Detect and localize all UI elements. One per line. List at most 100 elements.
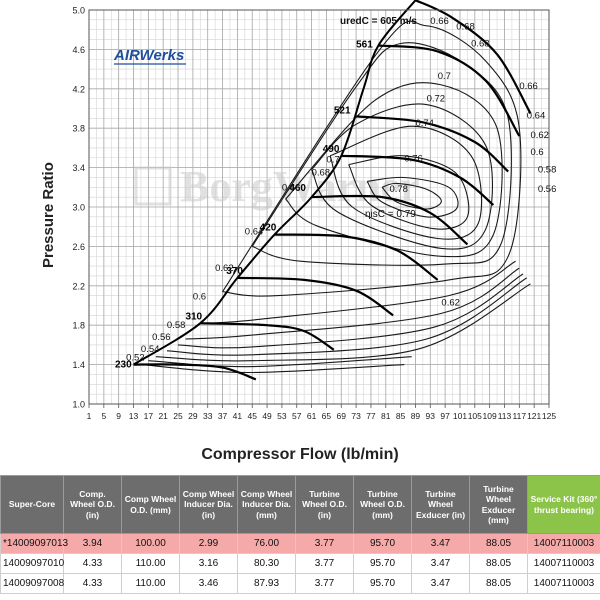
efficiency-contour: [381, 182, 442, 210]
header-turbine-exducer-mm: Turbine Wheel Exducer (mm): [469, 475, 528, 534]
x-tick-label: 105: [468, 411, 482, 421]
efficiency-contour: [140, 364, 405, 374]
y-tick-label: 2.2: [72, 281, 85, 291]
x-tick-label: 89: [411, 411, 421, 421]
table-cell: 95.70: [353, 573, 412, 594]
x-tick-label: 85: [396, 411, 406, 421]
x-tick-label: 9: [116, 411, 121, 421]
x-tick-label: 61: [307, 411, 317, 421]
plot-frame: [88, 9, 550, 405]
efficiency-label: 0.68: [312, 167, 331, 178]
efficiency-contour: [311, 103, 493, 250]
x-tick-label: 97: [440, 411, 450, 421]
efficiency-label: 0.62: [215, 263, 234, 274]
speed-label: 370: [226, 266, 243, 277]
x-tick-label: 81: [381, 411, 391, 421]
efficiency-label: 0.54: [141, 344, 160, 355]
efficiency-label: 0.7: [326, 155, 339, 166]
x-tick-label: 93: [426, 411, 436, 421]
table-row: *14009097013 3.94 100.00 2.99 76.00 3.77…: [0, 533, 600, 554]
efficiency-contour: [177, 273, 524, 349]
speed-label: 420: [260, 223, 277, 234]
table-header-row: Super-Core Comp. Wheel O.D. (in) Comp Wh…: [0, 475, 600, 534]
x-tick-label: 33: [203, 411, 213, 421]
header-service-kit: Service Kit (360° thrust bearing): [527, 475, 600, 534]
y-tick-label: 4.2: [72, 84, 85, 94]
cell-part-number: 14009097010: [0, 553, 64, 574]
speed-label: 310: [185, 311, 202, 322]
efficiency-label: 0.72: [427, 94, 446, 105]
x-tick-label: 117: [513, 411, 527, 421]
x-tick-label: 101: [453, 411, 467, 421]
speed-annotation: uredC = 605 m/s: [340, 16, 417, 27]
efficiency-label: 0.62: [530, 130, 549, 141]
x-tick-label: 13: [129, 411, 139, 421]
x-tick-label: 77: [366, 411, 376, 421]
efficiency-label: 0.66: [519, 81, 538, 92]
efficiency-label: 0.68: [471, 38, 490, 49]
header-comp-wheel-od-mm: Comp Wheel O.D. (mm): [121, 475, 180, 534]
y-tick-label: 3.8: [72, 124, 85, 134]
efficiency-contour: [166, 277, 527, 356]
x-tick-label: 49: [262, 411, 272, 421]
cell-service-kit: 14007110003: [527, 533, 600, 554]
efficiency-peak-label: ηisC = 0.79: [365, 209, 416, 220]
table-cell: 3.77: [295, 573, 354, 594]
efficiency-label: 0.74: [415, 118, 434, 129]
axes: 1 5 9 13 17 21 25 29 33 37 41 45 49 53 57 61 65 69 73 77 81 8…: [72, 6, 556, 422]
x-tick-label: 113: [498, 411, 512, 421]
table-cell: 3.94: [63, 533, 122, 554]
header-comp-inducer-in: Comp Wheel Inducer Dia. (in): [179, 475, 238, 534]
y-tick-label: 3.0: [72, 203, 85, 213]
speed-line: [415, 0, 532, 114]
y-tick-label: 3.4: [72, 163, 85, 173]
speed-line: [200, 322, 335, 351]
chart-labels: 2303103704204604905215610.660.680.680.70…: [115, 16, 556, 371]
x-tick-label: 109: [483, 411, 497, 421]
x-tick-label: 125: [542, 411, 556, 421]
speed-label: 561: [356, 39, 373, 50]
efficiency-contour: [185, 267, 520, 340]
table-cell: 95.70: [353, 533, 412, 554]
x-tick-label: 121: [527, 411, 541, 421]
y-tick-label: 5.0: [72, 6, 85, 16]
table-cell: 110.00: [121, 553, 180, 574]
speed-line: [311, 194, 469, 246]
table-cell: 110.00: [121, 573, 180, 594]
table-cell: 3.47: [411, 573, 470, 594]
table-cell: 3.77: [295, 553, 354, 574]
x-tick-label: 65: [322, 411, 332, 421]
table-cell: 76.00: [237, 533, 296, 554]
brand-logo: AIRWerks: [113, 47, 186, 65]
brand-logo-text: AIRWerks: [113, 47, 184, 64]
efficiency-label: 0.78: [389, 184, 408, 195]
spec-table: Super-Core Comp. Wheel O.D. (in) Comp Wh…: [0, 475, 600, 594]
table-cell: 88.05: [469, 533, 528, 554]
efficiency-contour: [148, 356, 412, 368]
speed-line: [341, 154, 495, 206]
table-row: 14009097010 4.33 110.00 3.16 80.30 3.77 …: [0, 553, 600, 574]
x-axis-title: Compressor Flow (lb/min): [201, 446, 399, 463]
efficiency-contour: [348, 155, 470, 230]
efficiency-label: 0.66: [282, 182, 301, 193]
y-tick-label: 1.4: [72, 360, 85, 370]
y-tick-label: 2.6: [72, 242, 85, 252]
table-cell: 3.47: [411, 553, 470, 574]
header-turbine-od-mm: Turbine Wheel O.D. (mm): [353, 475, 412, 534]
cell-part-number: *14009097013: [0, 533, 68, 554]
table-cell: 100.00: [121, 533, 180, 554]
speed-line: [356, 115, 509, 173]
speed-line: [133, 363, 257, 381]
speed-label: 490: [323, 144, 340, 155]
table-cell: 3.47: [411, 533, 470, 554]
efficiency-label: 0.52: [126, 353, 145, 364]
table-cell: 95.70: [353, 553, 412, 574]
header-turbine-exducer-in: Turbine Wheel Exducer (in): [411, 475, 470, 534]
efficiency-contour: [251, 42, 512, 266]
speed-lines: [132, 0, 532, 381]
efficiency-contour: [366, 176, 459, 218]
header-comp-wheel-od-in: Comp. Wheel O.D. (in): [63, 475, 122, 534]
x-tick-label: 41: [233, 411, 243, 421]
speed-label: 460: [289, 183, 306, 194]
header-comp-inducer-mm: Comp Wheel Inducer Dia. (mm): [237, 475, 296, 534]
